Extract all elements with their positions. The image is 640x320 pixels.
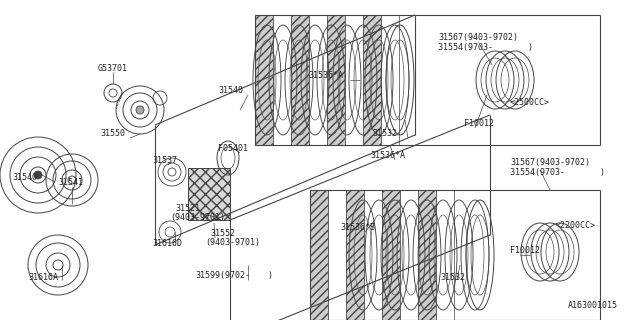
Bar [345, 15, 363, 145]
Text: 31532: 31532 [440, 273, 465, 282]
Text: <2500CC>: <2500CC> [510, 98, 550, 107]
Text: 31599(9702-: 31599(9702- [195, 271, 250, 280]
Bar [382, 190, 400, 320]
Text: <2200CC>: <2200CC> [556, 221, 596, 230]
Text: 31537: 31537 [152, 156, 177, 165]
Text: F10012: F10012 [510, 246, 540, 255]
Bar [309, 15, 327, 145]
Bar [310, 190, 328, 320]
Text: 31567(9403-9702): 31567(9403-9702) [510, 158, 590, 167]
Text: 31532: 31532 [372, 129, 397, 138]
Circle shape [34, 171, 42, 179]
Text: 31567(9403-9702): 31567(9403-9702) [438, 33, 518, 42]
Bar [400, 190, 418, 320]
Text: A163001015: A163001015 [568, 301, 618, 310]
Text: 31554(9703-       ): 31554(9703- ) [438, 43, 533, 52]
Text: 31616D: 31616D [152, 239, 182, 248]
Bar [188, 168, 230, 220]
Text: F05401: F05401 [218, 144, 248, 153]
Bar [436, 190, 454, 320]
Bar [327, 15, 345, 145]
Text: 31536*A: 31536*A [308, 71, 343, 80]
Text: 31541: 31541 [58, 178, 83, 187]
Text: (9403-9701): (9403-9701) [205, 238, 260, 247]
Text: 31554(9703-       ): 31554(9703- ) [510, 168, 605, 177]
Circle shape [136, 106, 144, 114]
Bar [255, 15, 273, 145]
Bar [291, 15, 309, 145]
Text: 31540: 31540 [218, 86, 243, 95]
Text: 31616A: 31616A [28, 273, 58, 282]
Bar [418, 190, 436, 320]
Text: 31521: 31521 [175, 204, 200, 213]
Text: (9403-9701): (9403-9701) [170, 213, 225, 222]
Text: 31550: 31550 [100, 129, 125, 138]
Bar [363, 15, 381, 145]
Text: 31552: 31552 [210, 229, 235, 238]
Bar [328, 190, 346, 320]
Text: 31536*B: 31536*B [340, 223, 375, 232]
Bar [381, 15, 399, 145]
Text: G53701: G53701 [98, 64, 128, 73]
Bar [346, 190, 364, 320]
Text: ): ) [268, 271, 273, 280]
Bar [364, 190, 382, 320]
Text: 31536*A: 31536*A [370, 151, 405, 160]
Bar [273, 15, 291, 145]
Text: 31540: 31540 [12, 173, 37, 182]
Text: F10012: F10012 [464, 119, 494, 128]
